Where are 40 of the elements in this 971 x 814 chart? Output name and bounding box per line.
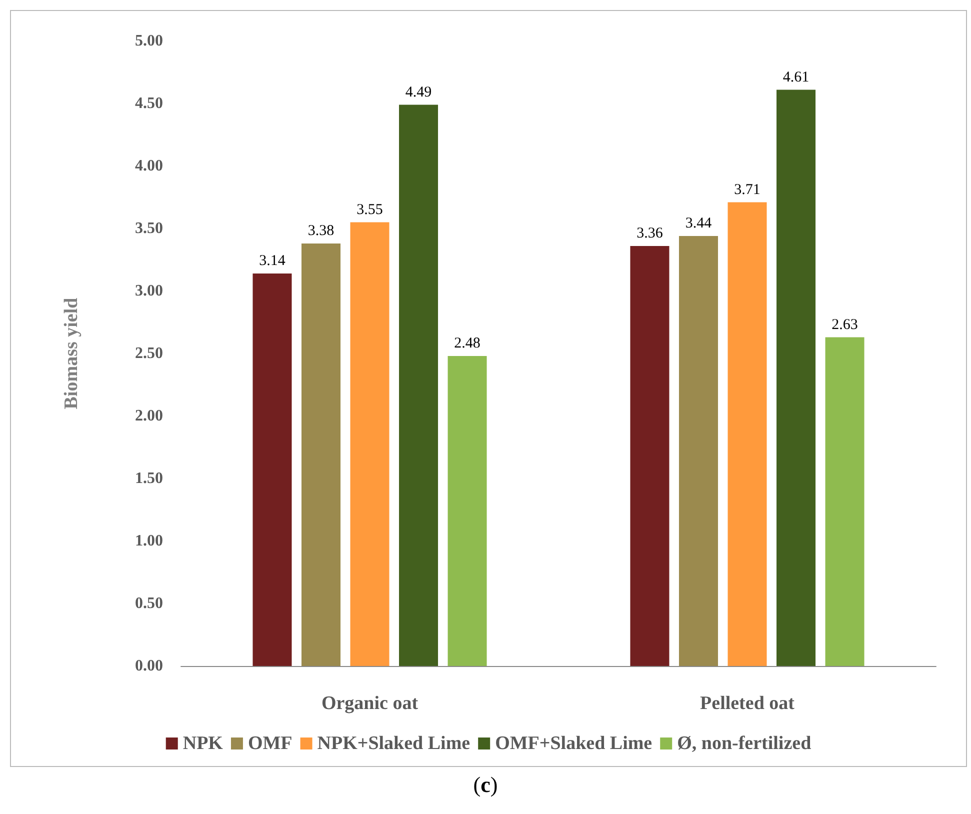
y-tick-label: 2.50 — [135, 345, 163, 362]
bar — [728, 202, 767, 666]
data-label: 3.44 — [685, 216, 712, 232]
y-tick-label: 5.00 — [135, 32, 163, 50]
bar — [448, 356, 487, 666]
y-tick-label: 0.50 — [135, 595, 163, 612]
legend-label: NPK — [182, 733, 224, 754]
data-label: 4.49 — [405, 84, 432, 100]
data-label: 2.48 — [454, 336, 480, 352]
legend-label: NPK+Slaked Lime — [317, 733, 470, 754]
y-axis-title: Biomass yield — [61, 297, 82, 410]
x-tick-label: Pelleted oat — [700, 693, 796, 714]
legend-label: Ø, non-fertilized — [677, 733, 812, 754]
data-label: 2.63 — [832, 316, 858, 333]
y-tick-label: 1.50 — [135, 470, 163, 487]
bar — [301, 244, 340, 666]
data-label: 3.14 — [259, 253, 286, 269]
data-label: 3.36 — [636, 226, 664, 242]
legend-label: OMF — [248, 733, 292, 754]
text: (c) — [472, 772, 499, 798]
y-tick-label: 1.00 — [135, 532, 163, 550]
y-tick-label: 2.00 — [135, 408, 163, 424]
x-tick-label: Organic oat — [321, 693, 419, 714]
bar — [630, 246, 670, 666]
y-tick-label: 4.00 — [135, 158, 163, 174]
data-label: 4.61 — [782, 69, 810, 86]
bar — [252, 274, 292, 666]
data-label: 3.38 — [308, 223, 334, 239]
y-tick-label: 3.00 — [135, 282, 163, 300]
legend-label: OMF+Slaked Lime — [495, 733, 652, 754]
bar — [825, 337, 864, 666]
bar — [776, 90, 816, 666]
data-label: 3.55 — [356, 202, 383, 218]
bar — [350, 222, 390, 666]
data-label: 3.71 — [734, 182, 760, 198]
bar — [399, 104, 438, 666]
y-tick-label: 4.50 — [135, 95, 163, 112]
y-tick-label: 0.00 — [135, 658, 163, 674]
bar — [678, 236, 718, 666]
y-tick-label: 3.50 — [135, 220, 163, 237]
